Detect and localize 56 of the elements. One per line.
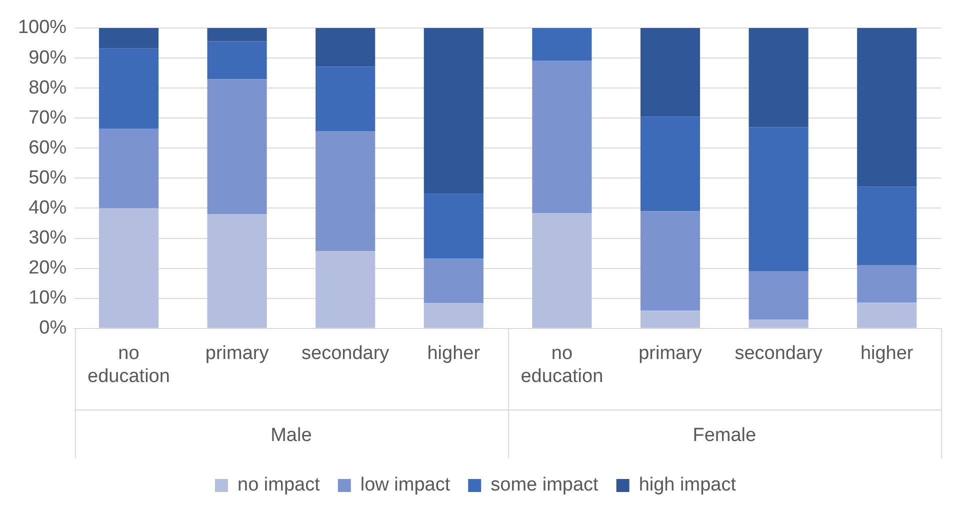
bar bbox=[640, 211, 700, 311]
bar bbox=[98, 208, 159, 328]
y-tick-label: 30% bbox=[28, 228, 67, 249]
bar bbox=[532, 213, 592, 328]
text: Female bbox=[692, 425, 756, 446]
bar bbox=[640, 116, 700, 212]
bar bbox=[748, 320, 808, 328]
bar bbox=[857, 302, 917, 328]
y-tick-label: 50% bbox=[28, 167, 67, 188]
bar bbox=[316, 131, 376, 252]
x-tick-label: primary bbox=[638, 343, 702, 364]
text: Male bbox=[270, 425, 312, 446]
x-tick-label: higher bbox=[427, 343, 481, 364]
bar bbox=[857, 186, 917, 266]
x-tick-label: secondary bbox=[734, 343, 823, 364]
y-tick-label: 40% bbox=[28, 197, 67, 218]
y-tick-label: 70% bbox=[28, 107, 67, 128]
bar bbox=[316, 251, 376, 328]
bar bbox=[207, 214, 267, 328]
bar bbox=[316, 66, 376, 132]
bar bbox=[207, 41, 267, 80]
bar bbox=[98, 28, 159, 48]
bar bbox=[98, 128, 159, 208]
y-tick-label: 60% bbox=[28, 137, 67, 158]
bar bbox=[424, 303, 484, 328]
y-tick-label: 10% bbox=[28, 288, 67, 309]
bar bbox=[207, 28, 267, 42]
y-tick-label: 100% bbox=[18, 17, 67, 38]
bar bbox=[424, 194, 484, 259]
legend-label: no impact bbox=[238, 474, 321, 496]
x-tick-label: no education bbox=[88, 343, 170, 387]
bar bbox=[424, 258, 484, 304]
y-tick-label: 20% bbox=[28, 258, 67, 279]
y-tick-label: 0% bbox=[39, 318, 67, 339]
legend-label: some impact bbox=[490, 474, 600, 496]
legend-label: low impact bbox=[360, 474, 451, 496]
bar bbox=[748, 28, 808, 128]
bar bbox=[532, 60, 592, 214]
y-tick-label: 90% bbox=[28, 47, 67, 68]
bar bbox=[748, 127, 808, 272]
x-tick-label: secondary bbox=[302, 343, 390, 364]
bar bbox=[640, 310, 700, 328]
bar bbox=[98, 48, 159, 129]
legend-label: high impact bbox=[638, 474, 737, 496]
bar bbox=[640, 28, 700, 117]
bar bbox=[857, 28, 917, 187]
bar bbox=[316, 28, 376, 67]
bar bbox=[748, 271, 808, 320]
x-tick-label: primary bbox=[205, 343, 270, 364]
bar bbox=[532, 28, 592, 60]
bar bbox=[857, 265, 917, 303]
bar bbox=[424, 28, 484, 194]
bar bbox=[207, 79, 267, 214]
x-tick-label: higher bbox=[860, 343, 914, 364]
x-tick-label: no education bbox=[520, 343, 604, 387]
y-tick-label: 80% bbox=[28, 77, 67, 98]
